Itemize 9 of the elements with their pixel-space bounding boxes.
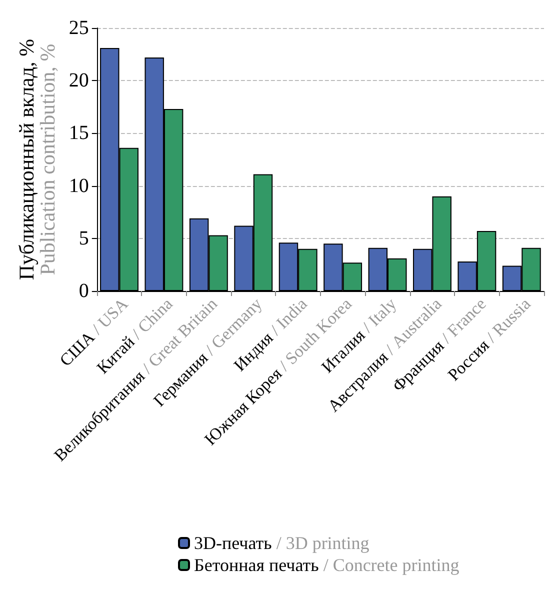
- y-tick-label: 10: [68, 174, 89, 197]
- y-tick-label: 0: [78, 280, 89, 302]
- y-axis-title: Публикационный вклад, % Publication contribution, %: [14, 38, 60, 280]
- y-tick-label: 25: [68, 17, 89, 39]
- y-tick-label: 5: [78, 227, 89, 250]
- y-tick-label: 15: [68, 122, 89, 144]
- y-tick-label: 20: [68, 70, 89, 92]
- legend-label: 3D-печать / 3D printing: [194, 533, 370, 553]
- legend-label: Бетонная печать / Concrete printing: [194, 555, 460, 575]
